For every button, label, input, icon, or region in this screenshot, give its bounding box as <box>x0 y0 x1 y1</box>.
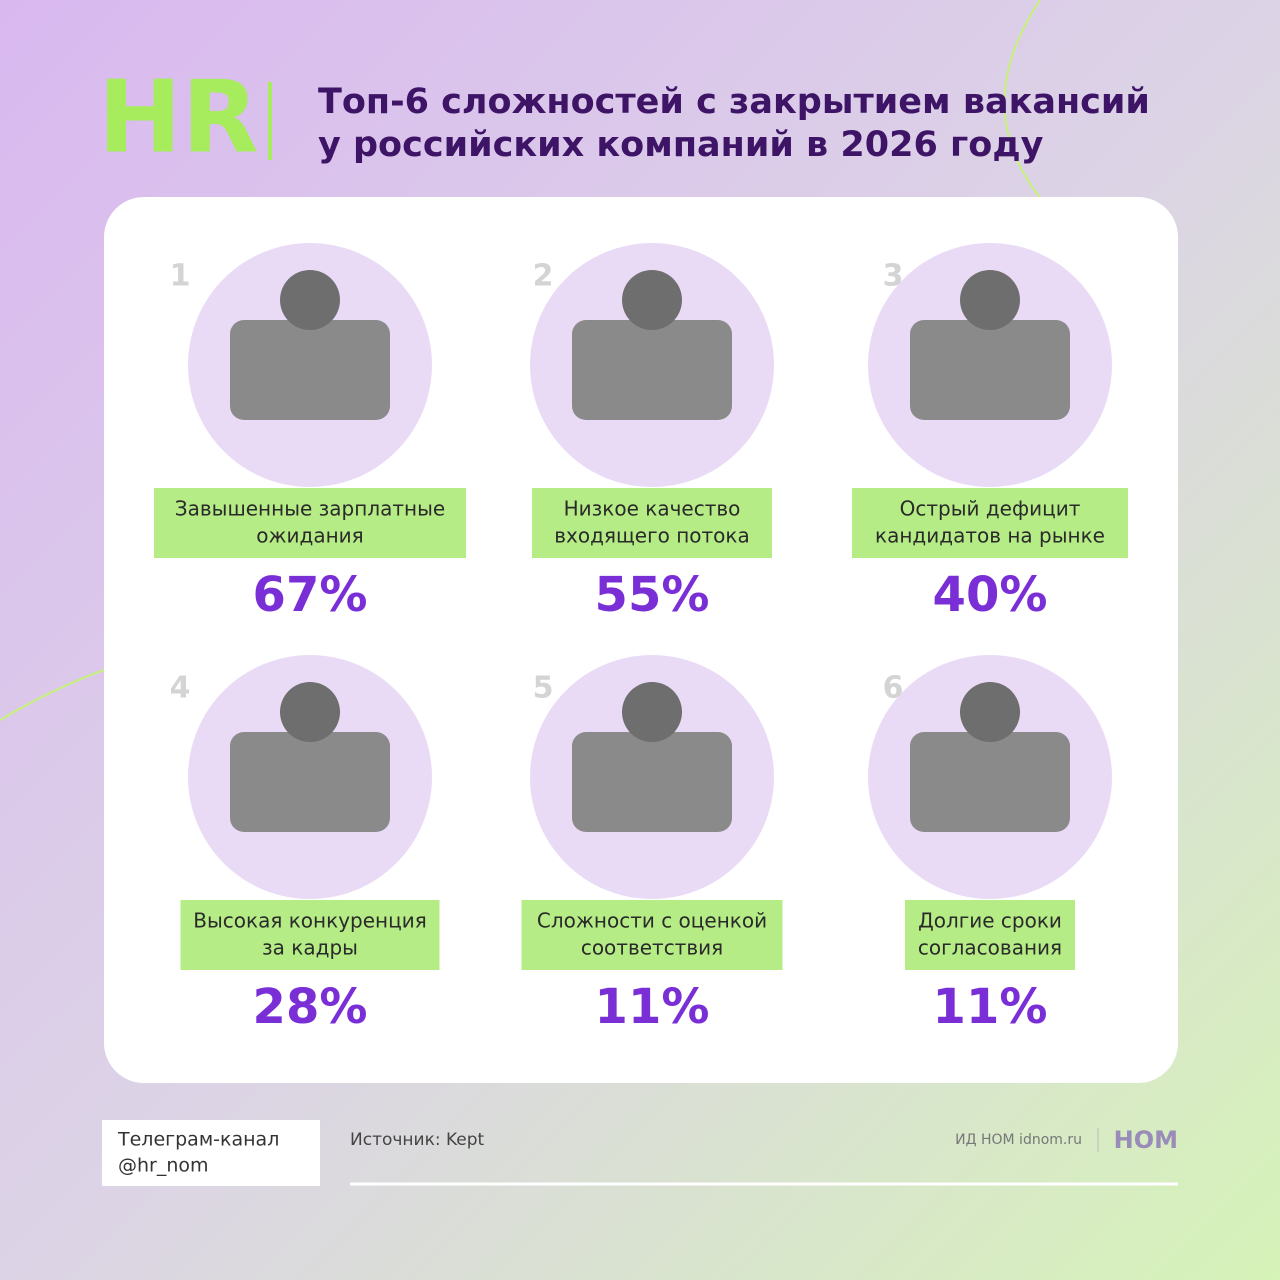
label: Долгие сроки <box>918 909 1062 933</box>
label-box <box>532 488 772 558</box>
icon <box>910 320 1070 420</box>
label: Низкое качество <box>564 497 741 521</box>
label: Острый дефицит <box>900 497 1081 521</box>
rank: 1 <box>170 259 191 294</box>
label: кандидатов на рынке <box>875 524 1105 548</box>
value: 55% <box>595 567 710 623</box>
rank: 5 <box>533 671 554 706</box>
label: согласования <box>918 936 1062 960</box>
icon <box>622 270 682 330</box>
value: 11% <box>595 979 710 1035</box>
logo: HR <box>98 58 259 175</box>
icon <box>622 682 682 742</box>
icon <box>572 732 732 832</box>
icon <box>960 270 1020 330</box>
label: входящего потока <box>554 524 750 548</box>
icon <box>960 682 1020 742</box>
icon <box>280 682 340 742</box>
label-box <box>180 900 440 970</box>
channel-box <box>102 1120 320 1186</box>
label-box <box>905 900 1075 970</box>
rank: 6 <box>883 671 904 706</box>
icon <box>230 732 390 832</box>
rank: 2 <box>533 259 554 294</box>
title: у российских компаний в 2026 году <box>318 125 1044 165</box>
label: за кадры <box>262 936 358 960</box>
icon <box>230 320 390 420</box>
label: Сложности с оценкой <box>537 909 767 933</box>
channel: Телеграм-канал <box>117 1129 279 1151</box>
icon <box>572 320 732 420</box>
rank: 4 <box>170 671 191 706</box>
label-box <box>852 488 1128 558</box>
icon <box>280 270 340 330</box>
value: 67% <box>253 567 368 623</box>
label-box <box>154 488 466 558</box>
source: Источник: Kept <box>350 1130 485 1150</box>
value: 11% <box>933 979 1048 1035</box>
label: Высокая конкуренция <box>193 909 427 933</box>
publisher: ИД НОМ idnom.ru <box>955 1132 1082 1148</box>
icon <box>910 732 1070 832</box>
brand: НОМ <box>1114 1126 1178 1154</box>
value: 40% <box>933 567 1048 623</box>
label-box <box>521 900 783 970</box>
value: 28% <box>253 979 368 1035</box>
label: ожидания <box>256 524 363 548</box>
channel: @hr_nom <box>118 1155 209 1177</box>
decor-curve <box>1003 0 1061 221</box>
title: Топ-6 сложностей с закрытием вакансий <box>318 82 1150 122</box>
label: Завышенные зарплатные <box>175 497 445 521</box>
rank: 3 <box>883 259 904 294</box>
label: соответствия <box>581 936 723 960</box>
